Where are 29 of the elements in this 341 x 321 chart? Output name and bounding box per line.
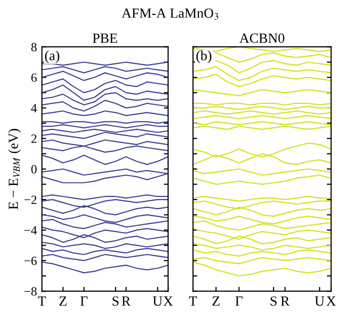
- text: AFM-A LaMnO$_{3}$: [122, 8, 218, 20]
- x-tick-label: X: [326, 296, 336, 306]
- y-axis-title: E − E$_{VBM}$ (eV): [8, 128, 21, 210]
- y-tick-label: −4: [24, 226, 37, 234]
- x-tick-label: S: [270, 296, 277, 306]
- x-tick-label: T: [38, 296, 46, 306]
- x-tick-label: Γ: [80, 296, 88, 306]
- y-tick-label: 4: [31, 104, 37, 112]
- y-tick-label: 8: [31, 42, 37, 52]
- x-tick-label: U: [314, 296, 324, 306]
- y-tick-label: 6: [31, 73, 37, 82]
- x-tick-label: Z: [212, 296, 220, 306]
- y-tick-label: 2: [31, 134, 36, 143]
- x-tick-label: T: [189, 296, 198, 306]
- annotation: (b): [196, 50, 212, 64]
- y-tick-label: −8: [24, 287, 37, 296]
- x-tick-label: R: [122, 296, 131, 306]
- x-tick-label: Γ: [235, 296, 243, 306]
- x-tick-label: S: [112, 296, 119, 306]
- x-tick-label: X: [163, 296, 173, 306]
- annotation: (a): [45, 50, 60, 64]
- x-tick-label: R: [280, 296, 290, 306]
- y-tick-label: −6: [24, 256, 37, 266]
- x-tick-label: Z: [59, 296, 66, 306]
- x-tick-label: U: [152, 296, 162, 306]
- y-tick-label: −2: [24, 196, 36, 204]
- y-tick-label: 0: [31, 165, 37, 174]
- chart-title: PBE: [92, 34, 118, 43]
- chart-title: ACBN0: [239, 33, 284, 43]
